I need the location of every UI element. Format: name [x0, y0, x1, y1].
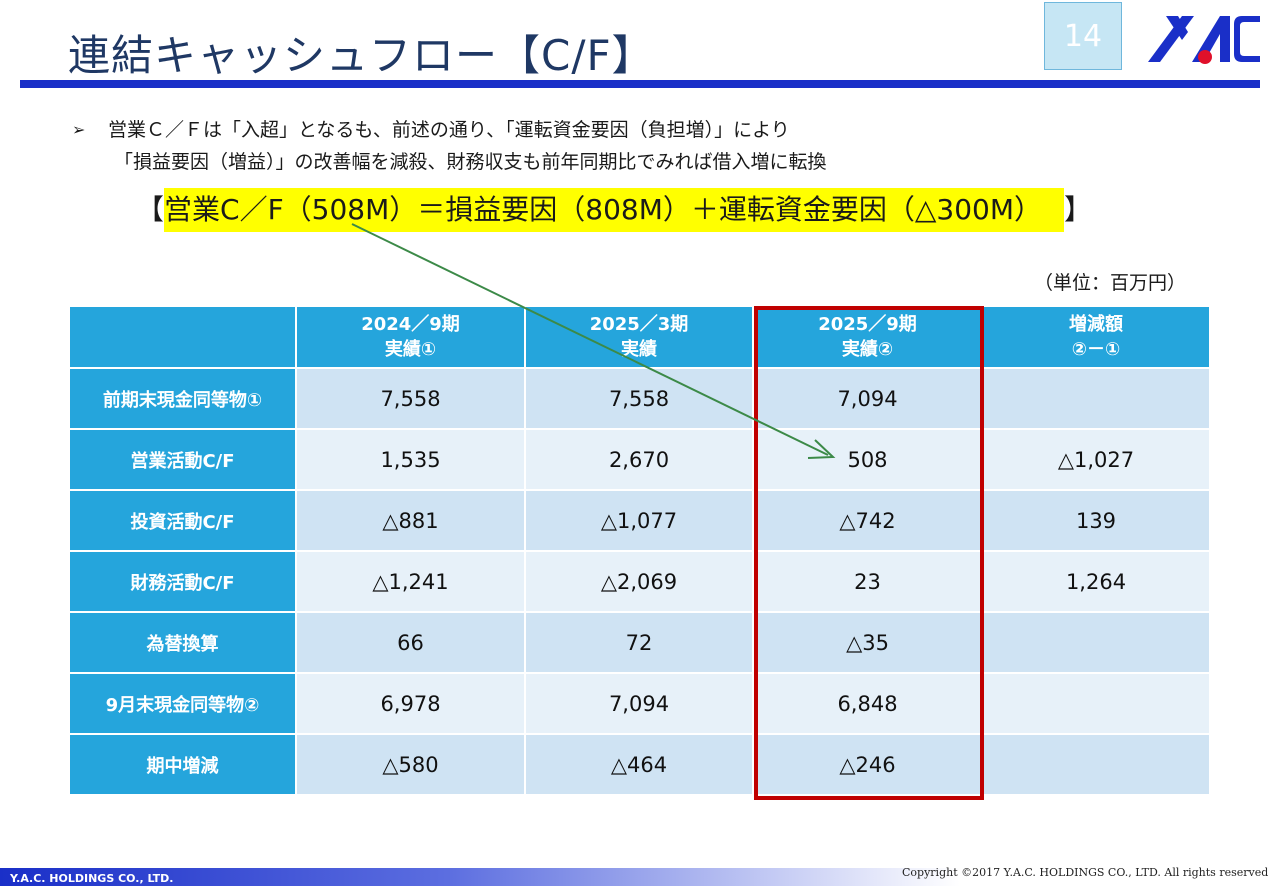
header-2025-9: 2025／9期 実績② [752, 305, 983, 369]
header-2025-3: 2025／3期 実績 [524, 305, 754, 369]
footer-company: Y.A.C. HOLDINGS CO., LTD. [10, 872, 174, 885]
cell-2025-9: △35 [752, 611, 983, 674]
cell-diff: 139 [981, 489, 1211, 552]
row-label: 財務活動C/F [68, 550, 297, 613]
header-2024-9: 2024／9期 実績① [295, 305, 526, 369]
row-label: 前期末現金同等物① [68, 367, 297, 430]
table-row: 財務活動C/F △1,241 △2,069 23 1,264 [68, 550, 1211, 613]
header-corner-cell [68, 305, 297, 369]
cell-2025-3: △464 [524, 733, 754, 796]
row-label: 9月末現金同等物② [68, 672, 297, 735]
cell-diff [981, 672, 1211, 735]
summary-bullet: ➢ 営業Ｃ／Ｆは「入超」となるも、前述の通り、「運転資金要因（負担増）」により … [72, 114, 827, 178]
cell-2024-9: △1,241 [295, 550, 526, 613]
cell-2024-9: 7,558 [295, 367, 526, 430]
table-row: 前期末現金同等物① 7,558 7,558 7,094 [68, 367, 1211, 430]
cell-diff: △1,027 [981, 428, 1211, 491]
cell-2024-9: △580 [295, 733, 526, 796]
cell-2025-3: 2,670 [524, 428, 754, 491]
cell-2025-9: △246 [752, 733, 983, 796]
table-row: 為替換算 66 72 △35 [68, 611, 1211, 674]
bullet-arrow-icon: ➢ [72, 120, 86, 139]
formula-open-bracket: 【 [136, 193, 165, 226]
cell-2025-3: 72 [524, 611, 754, 674]
emphasis-box-2025-9 [754, 306, 984, 800]
cell-2025-9: 23 [752, 550, 983, 613]
summary-line-2: 「損益要因（増益）」の改善幅を減殺、財務収支も前年同期比でみれば借入増に転換 [114, 151, 827, 173]
row-label: 営業活動C/F [68, 428, 297, 491]
row-label: 投資活動C/F [68, 489, 297, 552]
cell-2024-9: 6,978 [295, 672, 526, 735]
row-label: 為替換算 [68, 611, 297, 674]
page-title: 連結キャッシュフロー【C/F】 [68, 31, 655, 80]
cell-diff: 1,264 [981, 550, 1211, 613]
cell-2024-9: 66 [295, 611, 526, 674]
company-logo [1148, 16, 1260, 64]
unit-note: （単位：百万円） [1034, 272, 1187, 294]
table-row: 9月末現金同等物② 6,978 7,094 6,848 [68, 672, 1211, 735]
formula-close-bracket: 】 [1064, 193, 1093, 226]
cell-diff [981, 733, 1211, 796]
footer-bar [0, 868, 1280, 886]
cell-2025-3: △2,069 [524, 550, 754, 613]
page-number-badge: 14 [1044, 2, 1122, 70]
table-row: 営業活動C/F 1,535 2,670 508 △1,027 [68, 428, 1211, 491]
cell-2025-3: 7,094 [524, 672, 754, 735]
cf-formula: 【営業C／F（508M）＝損益要因（808M）＋運転資金要因（△300M）】 [136, 188, 1092, 232]
cell-diff [981, 611, 1211, 674]
title-underline [20, 80, 1260, 88]
cell-diff [981, 367, 1211, 430]
cell-2025-3: 7,558 [524, 367, 754, 430]
footer-copyright: Copyright ©2017 Y.A.C. HOLDINGS CO., LTD… [902, 866, 1269, 879]
formula-highlighted-text: 営業C／F（508M）＝損益要因（808M）＋運転資金要因（△300M） [164, 188, 1065, 232]
header-diff: 増減額 ②－① [981, 305, 1211, 369]
cell-2025-9: 6,848 [752, 672, 983, 735]
table-row: 期中増減 △580 △464 △246 [68, 733, 1211, 796]
row-label: 期中増減 [68, 733, 297, 796]
page-number: 14 [1063, 18, 1103, 54]
cell-2024-9: 1,535 [295, 428, 526, 491]
summary-line-1: 営業Ｃ／Ｆは「入超」となるも、前述の通り、「運転資金要因（負担増）」により [108, 119, 790, 141]
cash-flow-table: 2024／9期 実績① 2025／3期 実績 2025／9期 実績② 増減額 ②－① 前… [68, 305, 1211, 796]
table-header-row: 2024／9期 実績① 2025／3期 実績 2025／9期 実績② 増減額 ②－① [68, 305, 1211, 369]
table-row: 投資活動C/F △881 △1,077 △742 139 [68, 489, 1211, 552]
cell-2025-3: △1,077 [524, 489, 754, 552]
cell-2024-9: △881 [295, 489, 526, 552]
